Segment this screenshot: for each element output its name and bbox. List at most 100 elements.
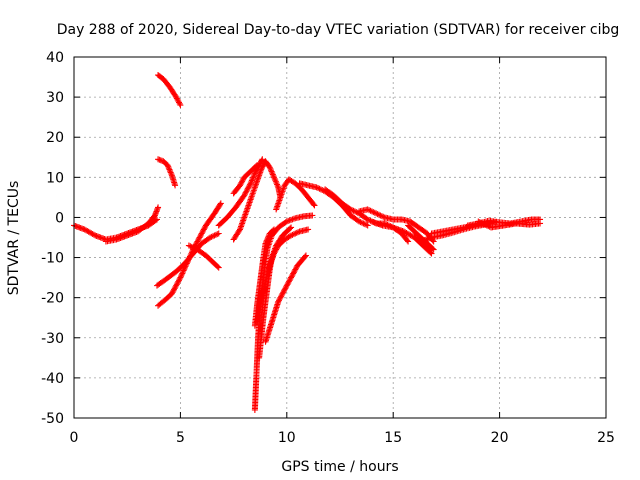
data-point (194, 238, 201, 245)
data-point (90, 231, 97, 238)
data-point (238, 179, 245, 186)
data-point (482, 221, 489, 228)
data-point (175, 99, 182, 106)
data-point (278, 291, 285, 298)
data-point (367, 207, 374, 214)
data-point (289, 271, 296, 278)
data-point (405, 238, 412, 245)
data-point (315, 185, 322, 192)
data-point (275, 297, 282, 304)
data-point (199, 229, 206, 236)
series-arc4 (155, 156, 179, 189)
data-point (195, 235, 202, 242)
data-point (287, 275, 294, 282)
data-point (185, 257, 192, 264)
data-point (290, 270, 297, 277)
data-point (184, 259, 191, 266)
data-point (164, 162, 171, 169)
data-point (283, 283, 290, 290)
data-point (197, 231, 204, 238)
data-point (277, 294, 284, 301)
data-point (179, 268, 186, 275)
data-point (347, 206, 354, 213)
data-point (168, 290, 175, 297)
data-point (286, 277, 293, 284)
data-point (288, 273, 295, 280)
data-point (264, 234, 271, 241)
data-point (215, 264, 222, 271)
y-tick-label: 20 (46, 130, 64, 146)
chart-title: Day 288 of 2020, Sidereal Day-to-day VTE… (57, 22, 620, 38)
data-point (262, 240, 269, 247)
data-point (188, 243, 195, 250)
data-point (483, 222, 490, 229)
x-tick-label: 10 (278, 430, 296, 446)
y-tick-label: 10 (46, 170, 64, 186)
data-point (236, 227, 243, 234)
data-point (176, 275, 183, 282)
data-point (245, 184, 252, 191)
data-point (177, 274, 184, 281)
data-point (278, 293, 285, 300)
data-point (288, 232, 295, 239)
series-arc15 (251, 226, 278, 329)
data-point (177, 102, 184, 109)
data-point (174, 96, 181, 103)
data-point (252, 163, 259, 170)
data-point (295, 229, 302, 236)
data-point (263, 237, 270, 244)
x-tick-label: 20 (491, 430, 509, 446)
data-point (313, 184, 320, 191)
data-point (211, 232, 218, 239)
data-point (200, 226, 207, 233)
data-point (197, 233, 204, 240)
data-point (309, 212, 316, 219)
y-tick-label: -40 (41, 371, 64, 387)
data-point (167, 169, 174, 176)
data-point (305, 226, 312, 233)
data-point (195, 237, 202, 244)
data-point (241, 192, 248, 199)
data-point (259, 156, 266, 163)
y-tick-label: 30 (46, 90, 64, 106)
data-point (172, 182, 179, 189)
data-point (258, 166, 265, 173)
data-point (215, 230, 222, 237)
data-point (167, 168, 174, 175)
data-point (237, 181, 244, 188)
data-point (374, 211, 381, 218)
series-arc2 (102, 204, 162, 245)
data-point (353, 209, 360, 216)
data-point (210, 233, 217, 240)
data-point (181, 266, 188, 273)
data-point (200, 227, 207, 234)
data-point (272, 177, 279, 184)
data-point (239, 177, 246, 184)
data-point (247, 180, 254, 187)
data-point (310, 201, 317, 208)
x-tick-label: 0 (70, 430, 79, 446)
data-point (165, 165, 172, 172)
data-point (269, 170, 276, 177)
data-point (174, 279, 181, 286)
data-point (537, 220, 544, 227)
data-point (283, 282, 290, 289)
data-point (280, 287, 287, 294)
data-point (214, 231, 221, 238)
data-point (290, 269, 297, 276)
data-point (292, 230, 299, 237)
data-point (290, 231, 297, 238)
data-point (193, 239, 200, 246)
data-point (248, 178, 255, 185)
x-axis-label: GPS time / hours (281, 459, 398, 475)
data-point (279, 290, 286, 297)
data-point (363, 221, 370, 228)
series-arc25 (475, 218, 544, 231)
data-point (201, 225, 208, 232)
data-point (181, 264, 188, 271)
data-point (292, 266, 299, 273)
data-point (274, 181, 281, 188)
data-marks (71, 72, 544, 413)
data-point (178, 273, 185, 280)
